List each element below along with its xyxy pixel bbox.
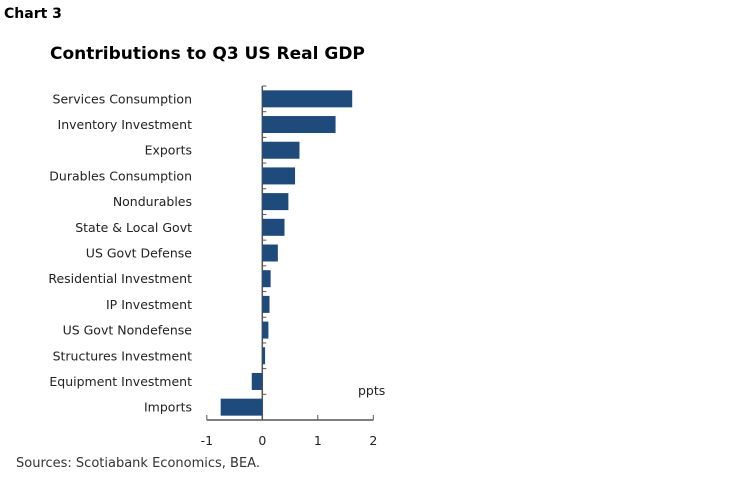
x-tick-label: 0 xyxy=(258,433,266,448)
bar xyxy=(262,218,285,236)
chart-title: Contributions to Q3 US Real GDP xyxy=(50,44,365,64)
bar xyxy=(262,116,336,134)
bar xyxy=(262,347,266,365)
bar xyxy=(262,321,269,339)
x-tick-label: -1 xyxy=(201,433,213,448)
x-axis-unit-label: ppts xyxy=(358,383,385,398)
category-label: IP Investment xyxy=(106,297,192,312)
bar xyxy=(262,295,270,313)
category-label: US Govt Defense xyxy=(86,246,193,261)
bar xyxy=(251,372,263,390)
bar xyxy=(262,167,296,185)
bar xyxy=(262,244,278,262)
x-tick-label: 2 xyxy=(369,433,377,448)
category-label: Services Consumption xyxy=(53,91,192,106)
chart-label: Chart 3 xyxy=(4,6,62,22)
category-label: Durables Consumption xyxy=(49,168,192,183)
category-label: US Govt Nondefense xyxy=(63,323,193,338)
category-label: Imports xyxy=(144,400,192,415)
category-label: Exports xyxy=(145,143,192,158)
category-label: State & Local Govt xyxy=(75,220,192,235)
bar xyxy=(220,398,263,416)
bar xyxy=(262,270,271,288)
x-tick-label: 1 xyxy=(314,433,322,448)
bar xyxy=(262,90,353,108)
category-label: Residential Investment xyxy=(48,271,192,286)
category-label: Inventory Investment xyxy=(58,117,193,132)
category-label: Nondurables xyxy=(113,194,192,209)
source-note: Sources: Scotiabank Economics, BEA. xyxy=(16,456,260,471)
bar xyxy=(262,141,300,159)
category-label: Structures Investment xyxy=(53,348,193,363)
category-label: Equipment Investment xyxy=(49,374,192,389)
bar xyxy=(262,193,289,211)
